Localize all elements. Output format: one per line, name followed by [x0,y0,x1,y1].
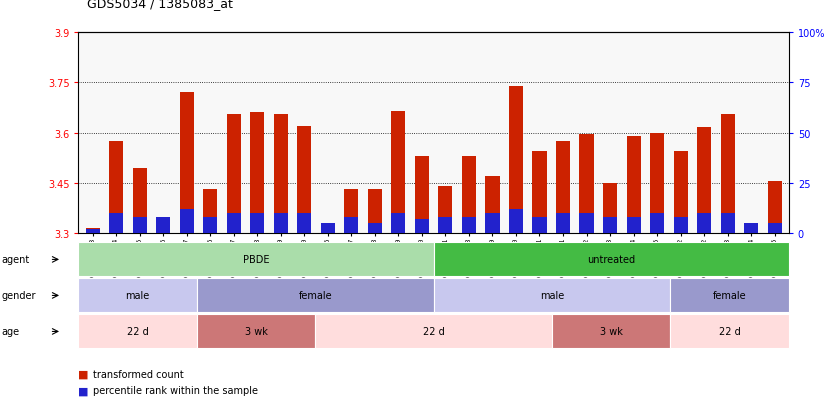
Bar [415,157,429,233]
Bar [250,214,264,233]
Bar [392,112,406,233]
Bar [533,217,547,233]
Bar [767,223,781,233]
Bar [203,217,217,233]
Bar [603,217,617,233]
Bar [344,190,358,233]
Bar [109,214,123,233]
Bar [439,217,453,233]
Bar [203,190,217,233]
Bar [650,214,664,233]
Text: 3 wk: 3 wk [244,327,268,337]
Text: age: age [2,327,20,337]
Bar [250,113,264,233]
Text: transformed count: transformed count [93,369,184,379]
Text: male: male [540,291,564,301]
Bar [509,209,523,233]
Bar [462,157,476,233]
Bar [226,115,240,233]
Text: female: female [298,291,332,301]
Text: male: male [126,291,150,301]
Bar [368,190,382,233]
Bar [86,228,100,233]
Text: agent: agent [2,255,30,265]
Bar [86,229,100,233]
Text: ■: ■ [78,369,89,379]
Bar [650,133,664,233]
Bar [509,86,523,233]
Text: percentile rank within the sample: percentile rank within the sample [93,385,259,395]
Bar [697,128,711,233]
Bar [627,217,641,233]
Bar [415,219,429,233]
Bar [179,93,194,233]
Bar [767,182,781,233]
Bar [580,214,594,233]
Bar [156,228,170,233]
Bar [580,135,594,233]
Bar [179,209,194,233]
Bar [603,183,617,233]
Text: 3 wk: 3 wk [600,327,623,337]
Bar [556,142,570,233]
Text: ■: ■ [78,385,89,395]
Text: untreated: untreated [587,255,635,265]
Bar [273,115,287,233]
Bar [673,152,688,233]
Bar [627,137,641,233]
Bar [744,223,758,233]
Text: PBDE: PBDE [243,255,269,265]
Bar [744,228,758,233]
Bar [486,177,500,233]
Text: 22 d: 22 d [127,327,149,337]
Text: 22 d: 22 d [719,327,740,337]
Text: GDS5034 / 1385083_at: GDS5034 / 1385083_at [87,0,233,10]
Bar [273,214,287,233]
Bar [556,214,570,233]
Bar [392,214,406,233]
Bar [673,217,688,233]
Bar [720,115,735,233]
Bar [109,142,123,233]
Bar [486,214,500,233]
Text: female: female [713,291,747,301]
Bar [320,225,335,233]
Bar [368,223,382,233]
Bar [132,217,147,233]
Text: gender: gender [2,291,36,301]
Bar [533,152,547,233]
Bar [320,223,335,233]
Bar [720,214,735,233]
Bar [297,126,311,233]
Bar [697,214,711,233]
Bar [226,214,240,233]
Bar [132,168,147,233]
Bar [344,217,358,233]
Bar [156,217,170,233]
Text: 22 d: 22 d [423,327,444,337]
Bar [439,187,453,233]
Bar [297,214,311,233]
Bar [462,217,476,233]
